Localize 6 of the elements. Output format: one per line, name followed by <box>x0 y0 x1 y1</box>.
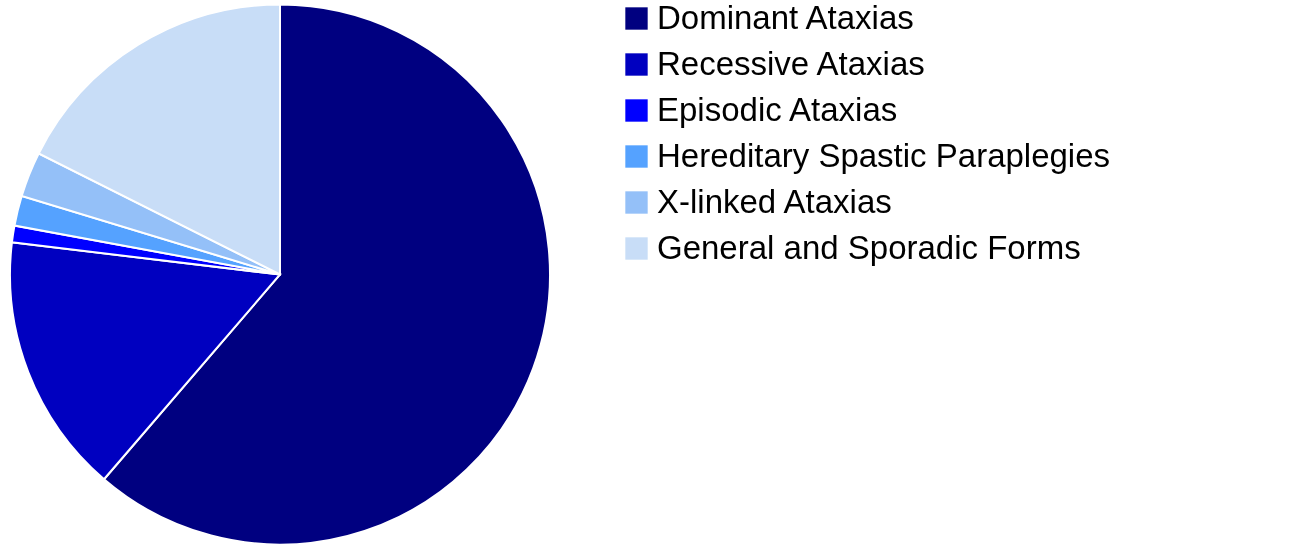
legend-label: X-linked Ataxias <box>657 182 892 220</box>
legend-label: Dominant Ataxias <box>657 0 914 36</box>
legend-label: Recessive Ataxias <box>657 44 925 82</box>
legend-label: Hereditary Spastic Paraplegies <box>657 136 1111 174</box>
legend-label: General and Sporadic Forms <box>657 228 1081 266</box>
legend-label: Episodic Ataxias <box>657 90 898 128</box>
